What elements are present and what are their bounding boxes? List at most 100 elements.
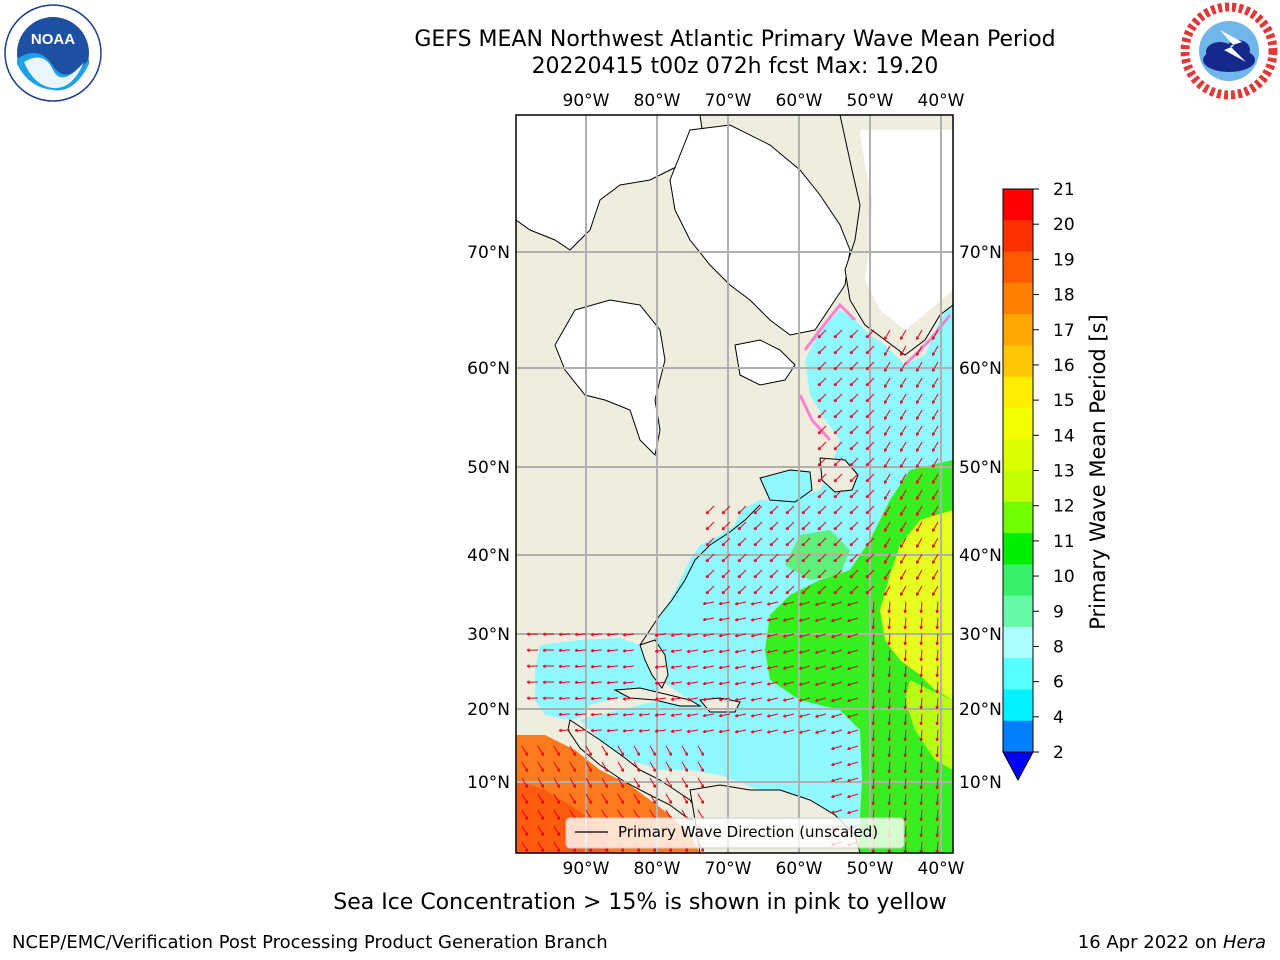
wave-arrow — [887, 617, 892, 630]
wave-arrow — [537, 841, 544, 852]
wave-arrow — [537, 809, 544, 820]
colorbar-band — [1003, 720, 1033, 753]
wave-arrow — [734, 665, 747, 670]
wave-arrow — [638, 729, 651, 733]
wave-arrow — [884, 377, 891, 388]
wave-arrow — [697, 761, 704, 772]
wave-arrow — [831, 729, 843, 735]
wave-arrow — [865, 473, 875, 483]
lat-label: 20°N — [467, 700, 510, 720]
lon-labels-top: 90°W 80°W 70°W 60°W 50°W 40°W — [563, 91, 965, 111]
wave-arrow — [900, 425, 907, 436]
colorbar-label: Primary Wave Mean Period [s] — [1086, 314, 1110, 630]
wave-arrow — [750, 601, 763, 606]
wave-arrow — [521, 745, 528, 756]
wave-arrow — [871, 729, 876, 742]
wave-arrow — [849, 345, 859, 355]
sea-ice-note: Sea Ice Concentration > 15% is shown in … — [333, 890, 947, 915]
wave-arrow — [865, 521, 875, 531]
wave-arrow — [871, 761, 876, 774]
wave-arrow — [887, 729, 892, 742]
wave-arrow — [849, 329, 859, 339]
wave-arrow — [817, 553, 827, 563]
wave-arrow — [865, 345, 875, 355]
wave-arrow — [569, 761, 576, 772]
wave-arrow — [606, 680, 619, 685]
wave-arrow — [871, 617, 876, 630]
chart-title: GEFS MEAN Northwest Atlantic Primary Wav… — [414, 27, 1056, 52]
wave-arrow — [681, 761, 688, 772]
wave-arrow — [817, 425, 827, 435]
wave-arrow — [849, 425, 859, 435]
colorbar-tick-label: 12 — [1053, 497, 1075, 517]
wave-arrow — [932, 505, 939, 516]
wave-arrow — [721, 521, 731, 531]
wave-arrow — [782, 697, 795, 702]
wave-arrow — [932, 329, 939, 340]
wave-arrow — [831, 793, 843, 799]
wave-arrow — [932, 521, 939, 532]
wave-arrow — [903, 601, 908, 614]
wave-arrow — [785, 537, 795, 547]
wave-arrow — [932, 585, 939, 596]
wave-arrow — [935, 729, 940, 742]
wave-arrow — [542, 680, 555, 685]
wave-arrow — [766, 665, 779, 670]
wave-arrow — [865, 425, 875, 435]
lat-label: 50°N — [467, 458, 510, 478]
wave-arrow — [817, 329, 827, 339]
wave-arrow — [900, 345, 907, 356]
wave-arrow — [916, 345, 923, 356]
wave-arrow — [526, 632, 539, 636]
colorbar-extend-arrow — [1002, 751, 1034, 782]
wave-arrow — [932, 569, 939, 580]
colorbar-tick-label: 13 — [1053, 462, 1075, 482]
wave-arrow — [686, 729, 699, 734]
wave-arrow — [833, 361, 843, 371]
lon-label: 50°W — [847, 859, 894, 879]
wave-arrow — [849, 473, 859, 483]
wave-arrow — [633, 793, 640, 804]
wave-arrow — [521, 841, 528, 852]
wave-arrow — [537, 793, 544, 804]
wave-arrow — [815, 681, 827, 686]
wave-arrow — [801, 521, 811, 531]
wave-arrow — [916, 569, 923, 580]
wave-arrow — [721, 537, 731, 547]
wave-arrow — [622, 681, 635, 685]
wave-arrow — [884, 441, 891, 452]
wave-arrow — [833, 329, 843, 339]
wave-arrow — [697, 745, 704, 756]
wave-arrow — [887, 649, 892, 662]
wave-arrow — [916, 441, 923, 452]
wave-arrow — [833, 585, 843, 595]
wave-arrow — [638, 713, 651, 717]
wave-arrow — [849, 553, 859, 563]
wave-arrow — [932, 425, 939, 436]
wave-arrow — [847, 729, 859, 735]
wave-arrow — [686, 713, 699, 718]
wave-arrow — [702, 649, 715, 654]
lon-label: 40°W — [918, 859, 965, 879]
wave-arrow — [919, 729, 924, 742]
wave-arrow — [903, 761, 908, 774]
wave-arrow — [702, 617, 715, 622]
lat-label: 40°N — [467, 546, 510, 566]
wave-arrow — [799, 649, 811, 654]
lon-label: 80°W — [634, 859, 681, 879]
wave-arrow — [622, 697, 635, 701]
wave-arrow — [750, 649, 763, 654]
wave-arrow — [935, 697, 940, 710]
wave-arrow — [705, 521, 715, 531]
wave-arrow — [705, 505, 715, 515]
colorbar-band — [1003, 376, 1033, 409]
wave-arrow — [799, 665, 811, 670]
wave-arrow — [916, 409, 923, 420]
wave-arrow — [833, 569, 843, 579]
wave-arrow — [887, 793, 892, 806]
wave-arrow — [753, 537, 763, 547]
wave-arrow — [932, 457, 939, 468]
wave-arrow — [537, 777, 544, 788]
footer-host: Hera — [1222, 932, 1266, 953]
wave-arrow — [919, 809, 924, 822]
